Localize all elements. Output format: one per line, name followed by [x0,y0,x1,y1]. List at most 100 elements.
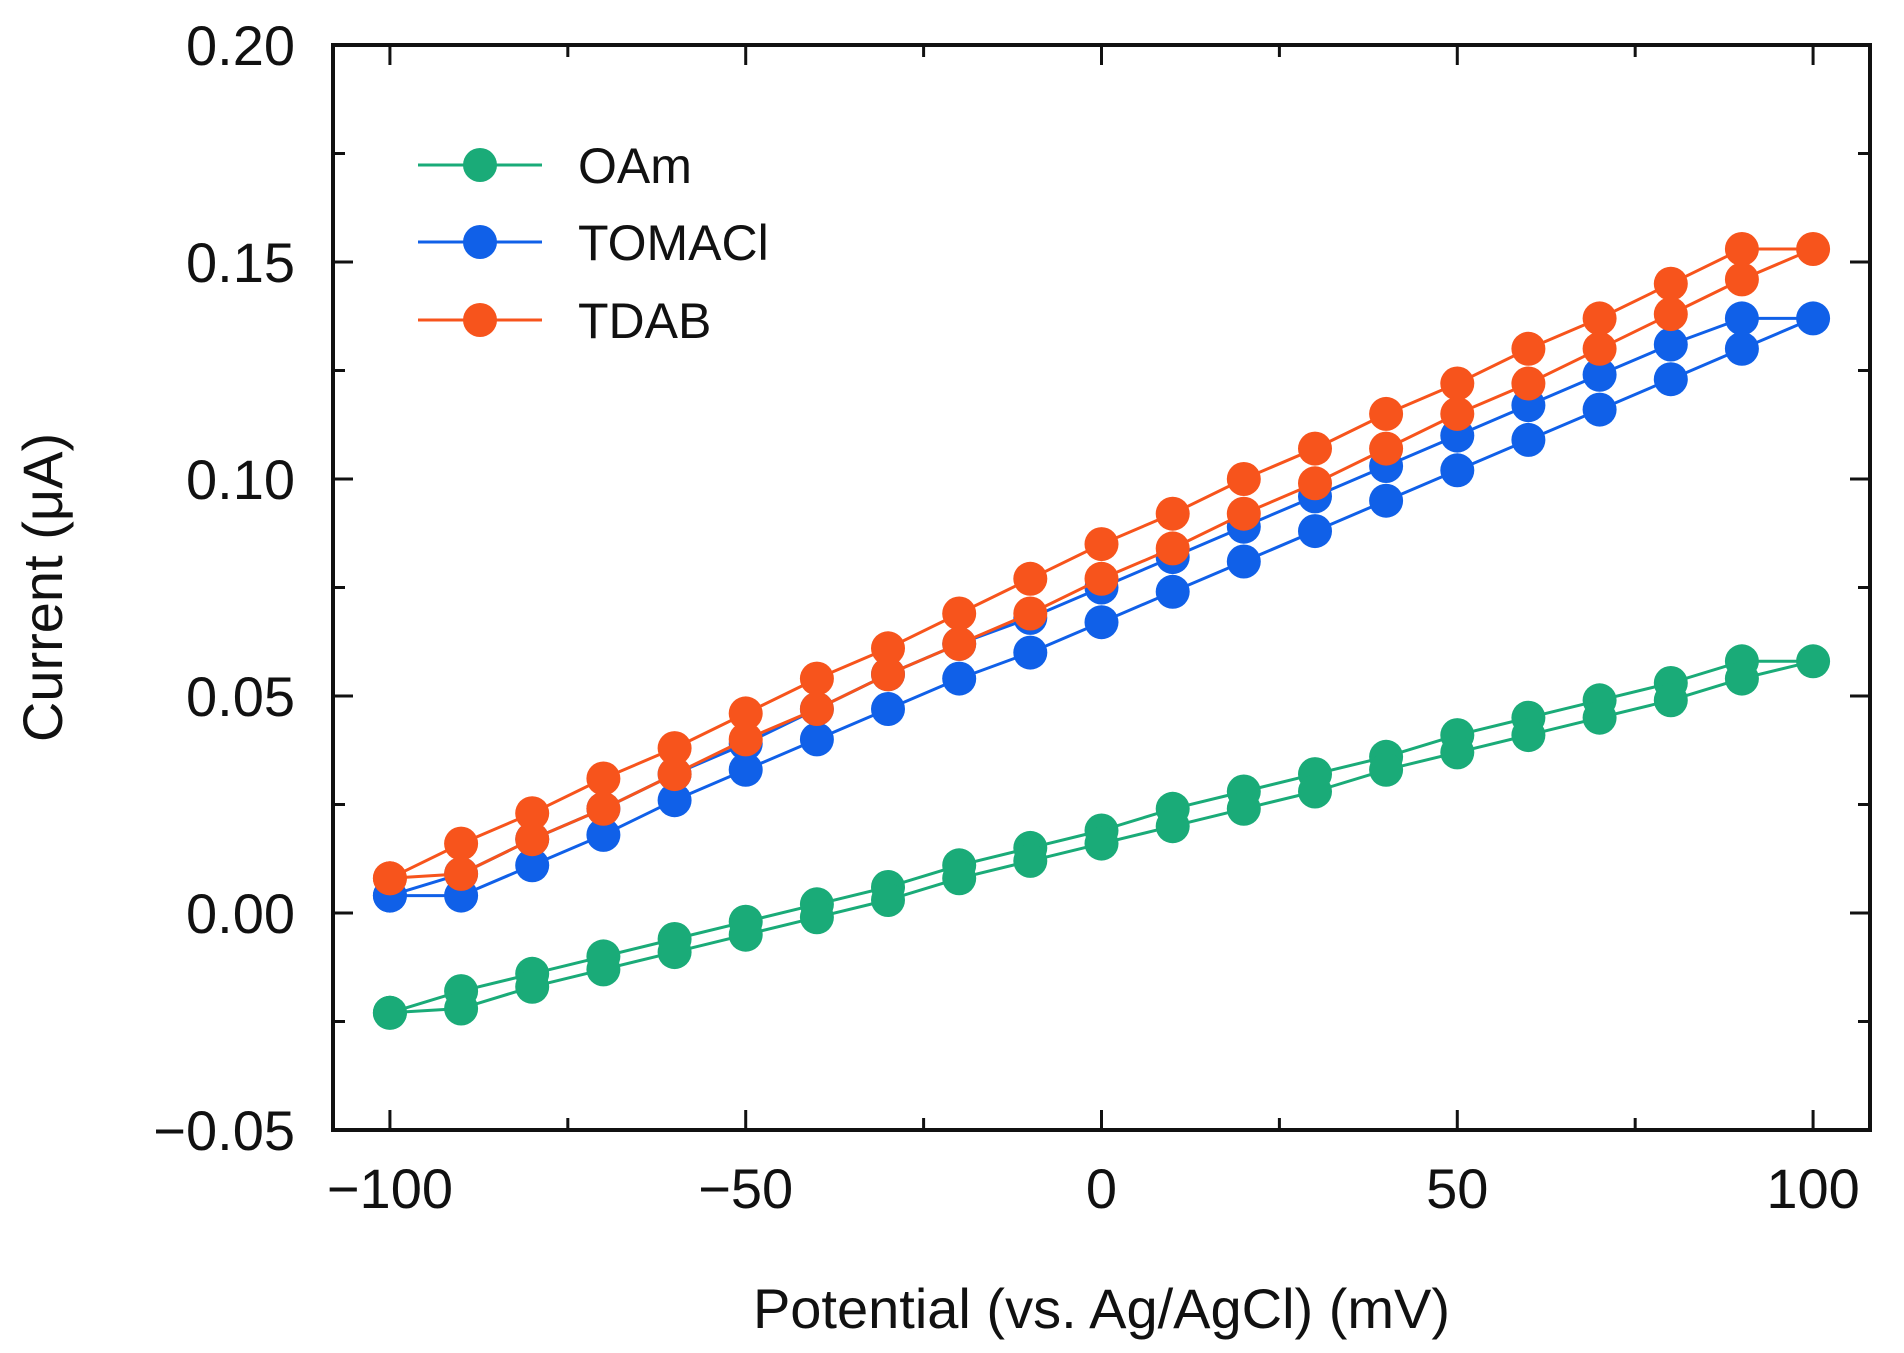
data-point-tdab [1084,527,1119,562]
data-point-tomacl [1582,392,1617,427]
data-point-tdab [657,757,692,792]
data-point-oam [728,917,763,952]
data-point-tdab [515,822,550,857]
data-point-oam [444,991,479,1026]
data-point-tdab [799,661,834,696]
data-point-tomacl [1582,357,1617,392]
data-point-tdab [1084,561,1119,596]
legend-item-tomacl: TOMACl [418,215,769,271]
data-point-tomacl [586,817,621,852]
data-point-oam [871,883,905,917]
data-point-oam [657,935,692,970]
legend-label-tdab: TDAB [578,293,711,349]
legend-marker-oam [463,148,497,182]
data-point-tdab [1369,431,1404,466]
data-point-tomacl [1653,362,1688,397]
data-point-oam [515,969,550,1004]
legend-marker-tomacl [463,225,497,259]
data-point-oam [372,995,407,1030]
data-point-tomacl [1226,544,1261,579]
data-point-oam [1440,735,1475,770]
data-point-tdab [586,791,621,826]
data-point-oam [1653,683,1688,718]
data-point-tdab [1582,331,1617,366]
data-point-tomacl [871,692,905,726]
data-point-tdab [1298,431,1332,466]
data-point-tdab [657,731,692,766]
data-point-tdab [728,722,763,757]
data-point-oam [1084,826,1119,861]
data-point-tomacl [1369,483,1404,518]
data-point-tomacl [728,752,763,787]
data-point-tomacl [1084,605,1119,640]
y-tick-label: 0.10 [186,448,295,511]
data-point-tdab [799,692,834,726]
data-point-tomacl [942,661,977,696]
data-point-tdab [1226,496,1261,531]
data-point-oam [1796,644,1831,679]
y-axis-title: Current (μA) [11,433,74,742]
data-point-tdab [1440,396,1475,431]
data-point-tdab [515,796,550,831]
legend-label-tomacl: TOMACl [578,215,769,271]
data-point-oam [1226,791,1261,826]
data-point-tomacl [1298,514,1332,549]
data-point-tomacl [1013,635,1048,670]
data-point-tdab [372,861,407,896]
data-point-tdab [444,826,479,861]
data-point-tdab [1796,232,1831,266]
data-point-oam [1013,843,1048,878]
data-point-tdab [1582,301,1617,336]
data-point-tomacl [1796,301,1831,336]
data-point-tdab [1653,297,1688,332]
data-point-tdab [871,631,905,666]
x-tick-label: 50 [1426,1157,1488,1220]
data-point-tdab [728,696,763,731]
data-point-tdab [1013,596,1048,631]
data-point-oam [1582,700,1617,735]
series-tdab [372,232,1831,896]
data-point-tdab [1155,496,1190,531]
data-point-tomacl [1653,327,1688,362]
data-point-tdab [1440,366,1475,401]
tick-layer: −100 −50 0 50 100 −0.05 0.00 0.05 0.10 0.15 0.20 [153,14,1870,1220]
series-oam [372,644,1831,1030]
x-axis-title: Potential (vs. Ag/AgCl) (mV) [753,1277,1450,1340]
data-point-tdab [444,856,479,891]
data-point-tomacl [1511,422,1546,457]
data-point-tdab [1511,366,1546,401]
data-point-tdab [1511,331,1546,366]
series-layer [372,232,1831,1030]
y-tick-label: 0.15 [186,231,295,294]
legend: OAm TOMACl TDAB [418,138,769,349]
data-point-tomacl [799,722,834,757]
x-tick-label: −100 [327,1157,453,1220]
data-point-oam [799,900,834,935]
data-point-oam [1511,718,1546,753]
data-point-tdab [1298,466,1332,501]
data-point-tdab [1724,262,1759,297]
data-point-tomacl [1440,453,1475,488]
y-tick-label: 0.20 [186,14,295,77]
data-point-tdab [1013,561,1048,596]
data-point-oam [1369,752,1404,787]
x-tick-label: 0 [1086,1157,1117,1220]
data-point-tdab [942,596,977,631]
data-point-tdab [1155,531,1190,566]
y-tick-label: 0.00 [186,882,295,945]
data-point-tomacl [1155,574,1190,609]
y-tick-label: 0.05 [186,665,295,728]
data-point-tomacl [515,848,550,883]
data-point-oam [586,952,621,987]
data-point-oam [1155,809,1190,844]
data-point-tdab [942,626,977,661]
x-tick-label: 100 [1766,1157,1859,1220]
data-point-tomacl [1724,301,1759,336]
data-point-oam [1724,661,1759,696]
data-point-tdab [1653,266,1688,301]
y-tick-label: −0.05 [153,1099,295,1162]
legend-label-oam: OAm [578,138,692,194]
legend-item-oam: OAm [418,138,692,194]
data-point-oam [942,861,977,896]
